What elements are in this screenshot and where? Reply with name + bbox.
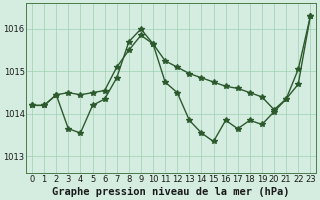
X-axis label: Graphe pression niveau de la mer (hPa): Graphe pression niveau de la mer (hPa) xyxy=(52,186,290,197)
